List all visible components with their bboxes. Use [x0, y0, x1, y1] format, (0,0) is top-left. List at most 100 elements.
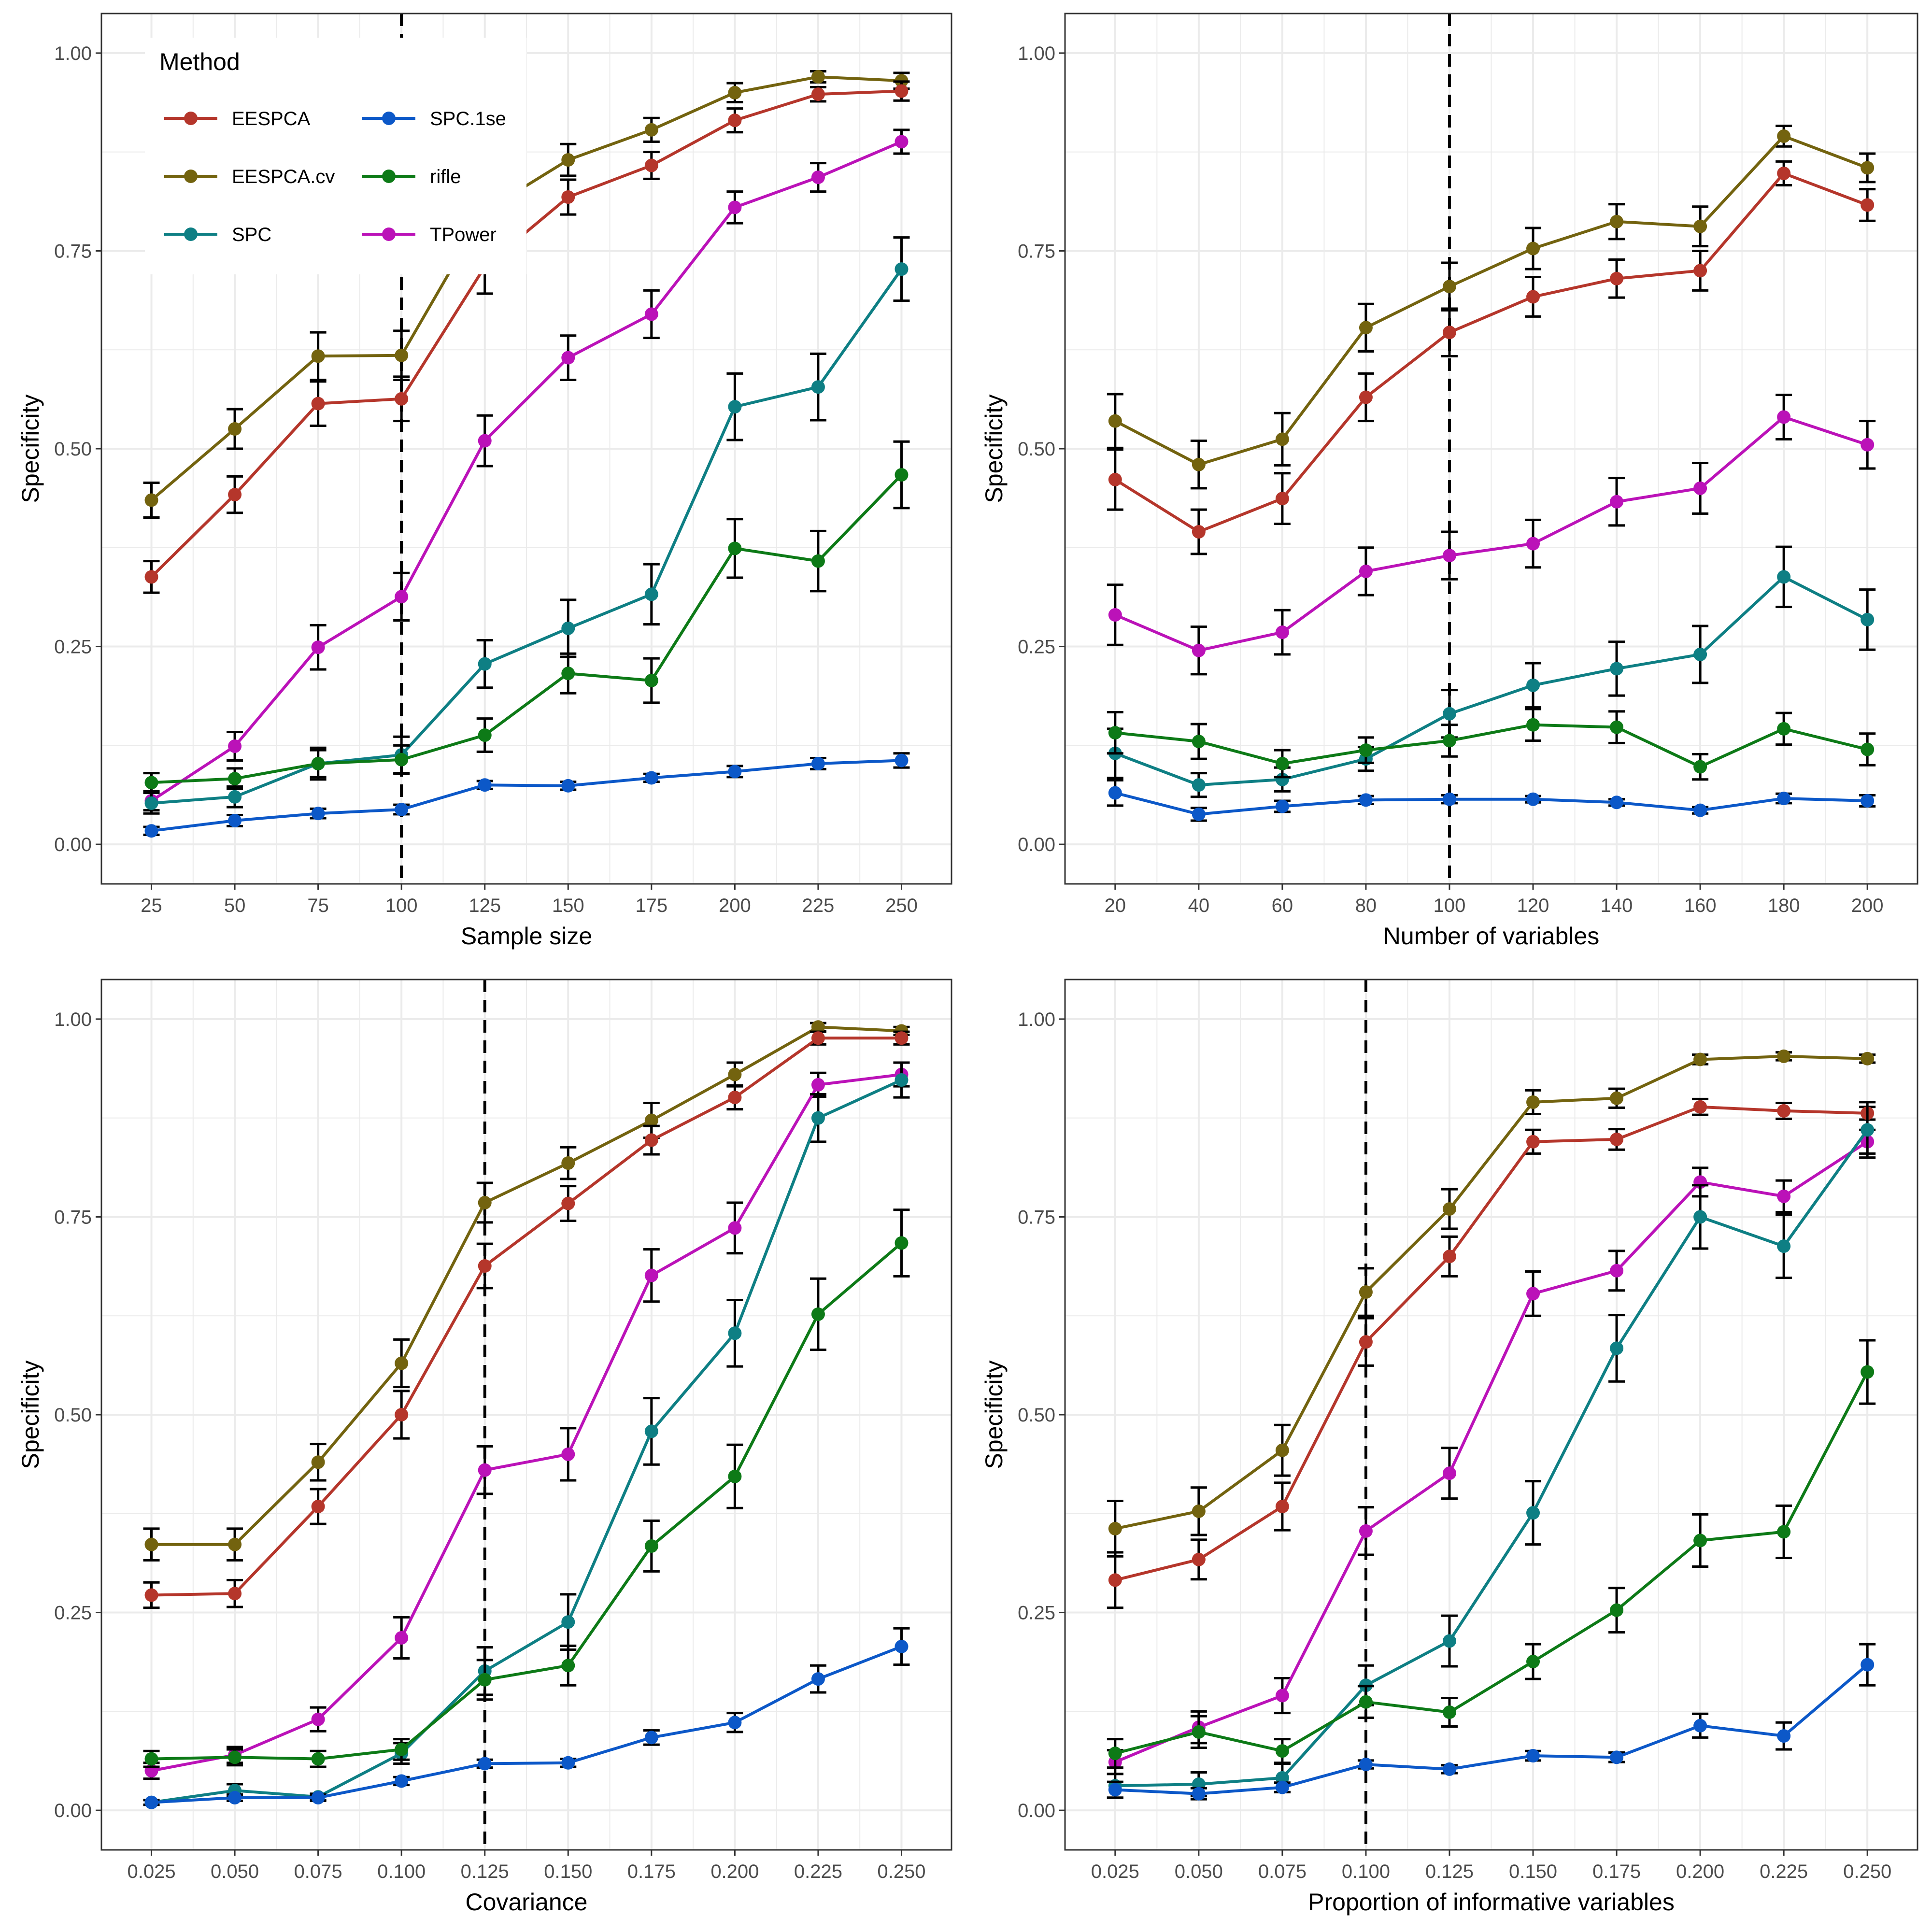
data-point [811, 70, 825, 84]
panel-proportion-informative: 0.00 0.25 0.50 0.75 1.00 0.025 0.050 0.075 0.100… [980, 979, 1918, 1916]
data-point [1693, 647, 1707, 661]
data-point [478, 434, 492, 448]
series-line [1114, 575, 1868, 787]
data-point [1192, 1725, 1206, 1739]
data-point [728, 1221, 742, 1235]
series-line [151, 1037, 902, 1597]
y-axis-title: Specificity [980, 1360, 1008, 1469]
data-point [1777, 1525, 1791, 1539]
data-point [811, 756, 825, 770]
data-point [1693, 1052, 1707, 1066]
data-point [1861, 1658, 1875, 1672]
data-point [644, 673, 658, 687]
x-tick-label: 40 [1188, 895, 1210, 916]
x-tick-label: 20 [1105, 895, 1126, 916]
x-tick-label: 140 [1601, 895, 1633, 916]
series-line [1115, 1105, 1868, 1582]
legend-label: TPower [430, 224, 497, 245]
x-tick-label: 0.125 [1425, 1861, 1474, 1882]
data-point [561, 1196, 575, 1210]
data-point [1610, 662, 1624, 676]
data-point [1693, 264, 1707, 278]
series-spc-1se [1107, 1643, 1876, 1801]
data-point [811, 1111, 825, 1125]
data-point [478, 1757, 492, 1771]
series-eespca [143, 80, 910, 594]
data-point [144, 1588, 158, 1602]
panel-border [100, 13, 952, 885]
legend-label: EESPCA.cv [232, 166, 335, 187]
data-point [1275, 1689, 1289, 1703]
data-point [144, 1537, 158, 1551]
data-point [478, 728, 492, 742]
data-point [1192, 525, 1206, 539]
x-tick-label: 0.075 [294, 1861, 342, 1882]
data-point [1610, 495, 1624, 509]
legend-label: EESPCA [232, 108, 311, 129]
data-point [1359, 743, 1373, 757]
data-point [728, 1067, 742, 1081]
data-point [395, 1408, 409, 1421]
series-eespca-cv [1107, 125, 1876, 490]
data-point [561, 153, 575, 167]
data-point [1777, 166, 1791, 180]
y-tick-label: 1.00 [1018, 1009, 1055, 1030]
legend-item-spc: SPC [164, 224, 271, 245]
data-point [228, 772, 242, 786]
data-point [228, 1790, 242, 1804]
series-rifle [143, 440, 910, 794]
legend-key-point [184, 170, 198, 183]
data-point [1693, 219, 1707, 233]
data-point [1192, 1504, 1206, 1518]
x-tick-label: 160 [1684, 895, 1717, 916]
data-point [1610, 796, 1624, 810]
y-tick-label: 0.25 [1018, 1603, 1055, 1624]
data-point [1275, 1443, 1289, 1457]
data-point [561, 779, 575, 793]
data-point [228, 1750, 242, 1764]
data-point [1442, 280, 1456, 294]
data-point [1693, 481, 1707, 495]
data-point [644, 1268, 658, 1282]
y-tick-label: 0.25 [1018, 637, 1055, 658]
data-point [1693, 760, 1707, 774]
series-tpower [143, 128, 910, 812]
series-line [150, 140, 902, 802]
x-tick-label: 200 [719, 895, 751, 916]
series-line [1114, 1140, 1868, 1763]
legend-key-point [184, 112, 198, 125]
y-tick-label: 1.00 [54, 1009, 92, 1030]
x-tick-label: 0.075 [1258, 1861, 1307, 1882]
x-tick-label: 100 [1434, 895, 1466, 916]
legend-item-spc-1se: SPC.1se [362, 108, 506, 129]
data-point [1610, 720, 1624, 734]
data-point [1526, 678, 1540, 692]
data-point [561, 351, 575, 365]
data-point [644, 771, 658, 785]
data-point [1610, 1091, 1624, 1105]
data-point [1359, 564, 1373, 578]
y-tick-label: 0.00 [1018, 834, 1055, 855]
data-point [311, 1752, 325, 1766]
legend-item-rifle: rifle [362, 166, 461, 187]
y-tick-label: 0.00 [54, 834, 92, 855]
series-line [151, 1025, 902, 1546]
data-point [1108, 786, 1122, 800]
data-point [1442, 326, 1456, 340]
data-point [1275, 1500, 1289, 1514]
data-point [1526, 290, 1540, 304]
panel-border [100, 979, 952, 1851]
x-tick-label: 250 [885, 895, 918, 916]
data-point [1526, 1135, 1540, 1149]
data-point [561, 190, 575, 204]
data-point [1610, 1341, 1624, 1355]
data-point [644, 1731, 658, 1745]
x-tick-label: 0.050 [1175, 1861, 1223, 1882]
data-point [1777, 129, 1791, 143]
data-point [1108, 1783, 1122, 1797]
data-point [811, 554, 825, 568]
y-tick-label: 0.50 [54, 439, 92, 460]
data-point [144, 493, 158, 507]
data-point [1108, 1573, 1122, 1587]
x-tick-label: 0.225 [794, 1861, 842, 1882]
